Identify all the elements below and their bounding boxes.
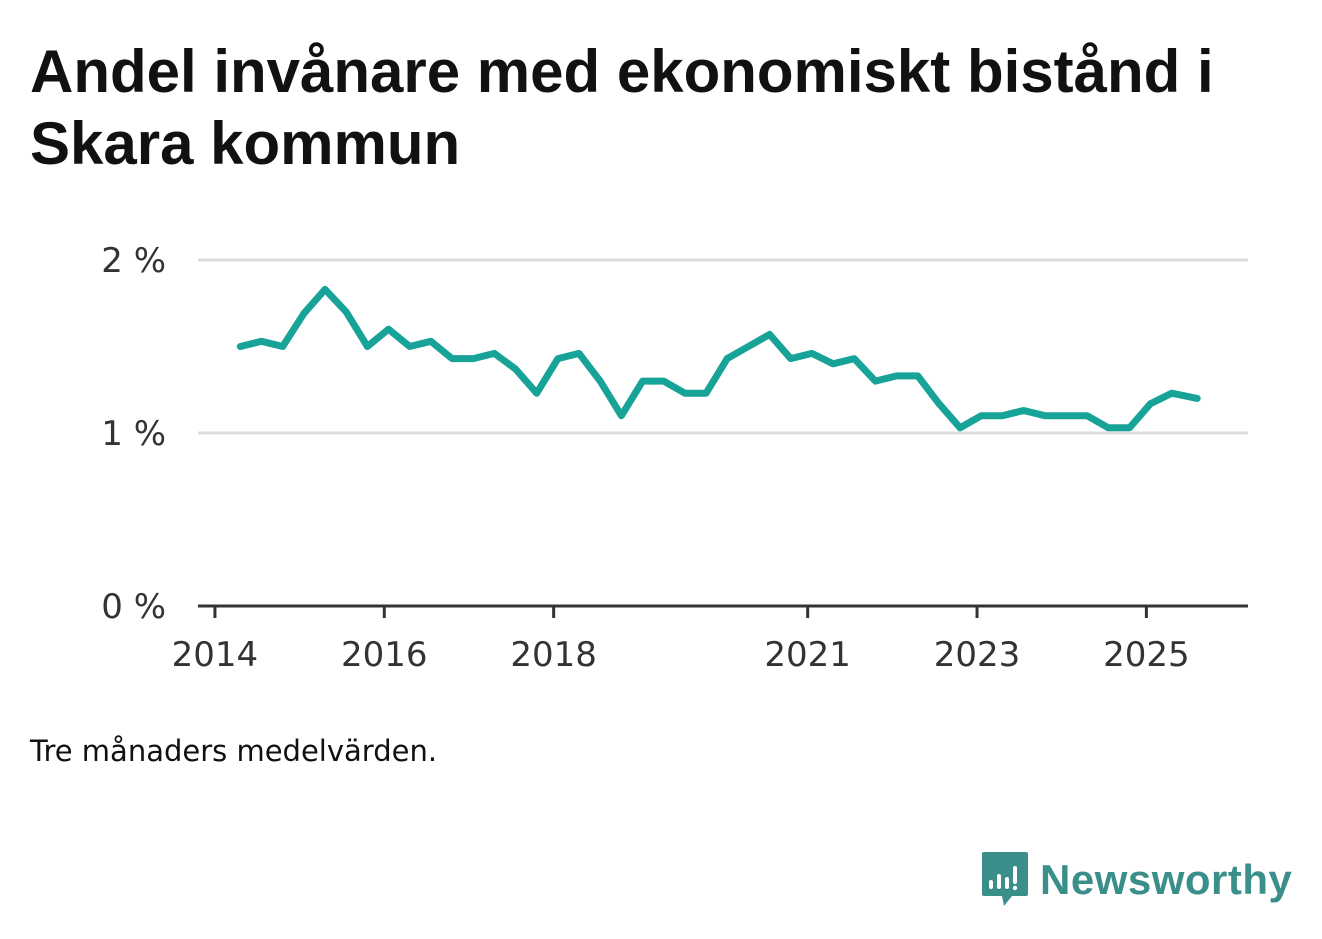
data-point-0-42 <box>1126 424 1133 431</box>
y-tick-label-1: 1 % <box>101 414 166 454</box>
data-point-0-31 <box>893 372 900 379</box>
data-point-0-23 <box>724 355 731 362</box>
data-point-0-7 <box>385 326 392 333</box>
data-point-0-39 <box>1062 412 1069 419</box>
data-point-0-12 <box>491 350 498 357</box>
data-point-0-10 <box>449 355 456 362</box>
data-point-0-29 <box>851 355 858 362</box>
x-tick-label-4: 2023 <box>934 635 1021 675</box>
data-point-0-28 <box>830 360 837 367</box>
data-point-0-26 <box>787 355 794 362</box>
data-point-0-37 <box>1020 407 1027 414</box>
x-tick-label-2: 2018 <box>510 635 597 675</box>
data-point-0-32 <box>914 372 921 379</box>
data-point-0-0 <box>237 343 244 350</box>
data-point-0-11 <box>470 355 477 362</box>
data-point-0-22 <box>703 390 710 397</box>
x-tick-label-5: 2025 <box>1103 635 1190 675</box>
data-point-0-41 <box>1105 424 1112 431</box>
data-point-0-30 <box>872 378 879 385</box>
newsworthy-logo-icon <box>982 852 1028 906</box>
data-point-0-21 <box>681 390 688 397</box>
y-tick-label-2: 2 % <box>101 241 166 281</box>
x-tick-label-0: 2014 <box>172 635 259 675</box>
data-point-0-4 <box>322 286 329 293</box>
data-point-0-38 <box>1041 412 1048 419</box>
data-point-0-40 <box>1084 412 1091 419</box>
data-point-0-3 <box>300 310 307 317</box>
data-point-0-34 <box>957 424 964 431</box>
data-point-0-8 <box>406 343 413 350</box>
data-point-0-18 <box>618 412 625 419</box>
data-point-0-1 <box>258 338 265 345</box>
data-point-0-44 <box>1168 390 1175 397</box>
data-point-0-17 <box>597 378 604 385</box>
data-point-0-5 <box>343 308 350 315</box>
data-point-0-19 <box>639 378 646 385</box>
grid-layer <box>198 258 1248 435</box>
series-line-0 <box>236 285 1201 432</box>
data-point-0-27 <box>808 350 815 357</box>
data-point-0-33 <box>935 400 942 407</box>
data-point-0-16 <box>576 350 583 357</box>
data-point-0-24 <box>745 343 752 350</box>
axis-layer: 0 % 1 % 2 % 2014 2016 2018 2021 2023 2025 <box>101 241 1248 675</box>
data-point-0-13 <box>512 366 519 373</box>
chart-note: Tre månaders medelvärden. <box>30 734 438 768</box>
x-tick-label-1: 2016 <box>341 635 428 675</box>
y-tick-label-0: 0 % <box>101 587 166 627</box>
data-point-0-35 <box>978 412 985 419</box>
data-point-0-9 <box>427 338 434 345</box>
brand-logo: Newsworthy <box>980 850 1292 910</box>
data-point-0-6 <box>364 343 371 350</box>
brand-name: Newsworthy <box>1040 856 1293 903</box>
data-point-0-14 <box>533 390 540 397</box>
data-point-0-45 <box>1194 395 1201 402</box>
data-point-0-2 <box>279 343 286 350</box>
data-point-0-43 <box>1147 400 1154 407</box>
chart-title: Andel invånare med ekonomiskt bistånd i … <box>30 38 1214 177</box>
data-point-0-15 <box>554 355 561 362</box>
data-point-0-25 <box>766 331 773 338</box>
series-layer <box>236 285 1201 432</box>
x-tick-label-3: 2021 <box>764 635 851 675</box>
data-point-0-20 <box>660 378 667 385</box>
data-point-0-36 <box>999 412 1006 419</box>
